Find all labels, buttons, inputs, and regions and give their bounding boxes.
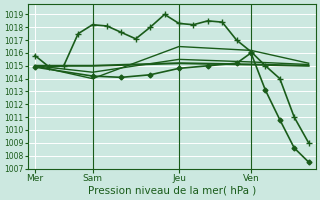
X-axis label: Pression niveau de la mer( hPa ): Pression niveau de la mer( hPa ) [88,186,256,196]
